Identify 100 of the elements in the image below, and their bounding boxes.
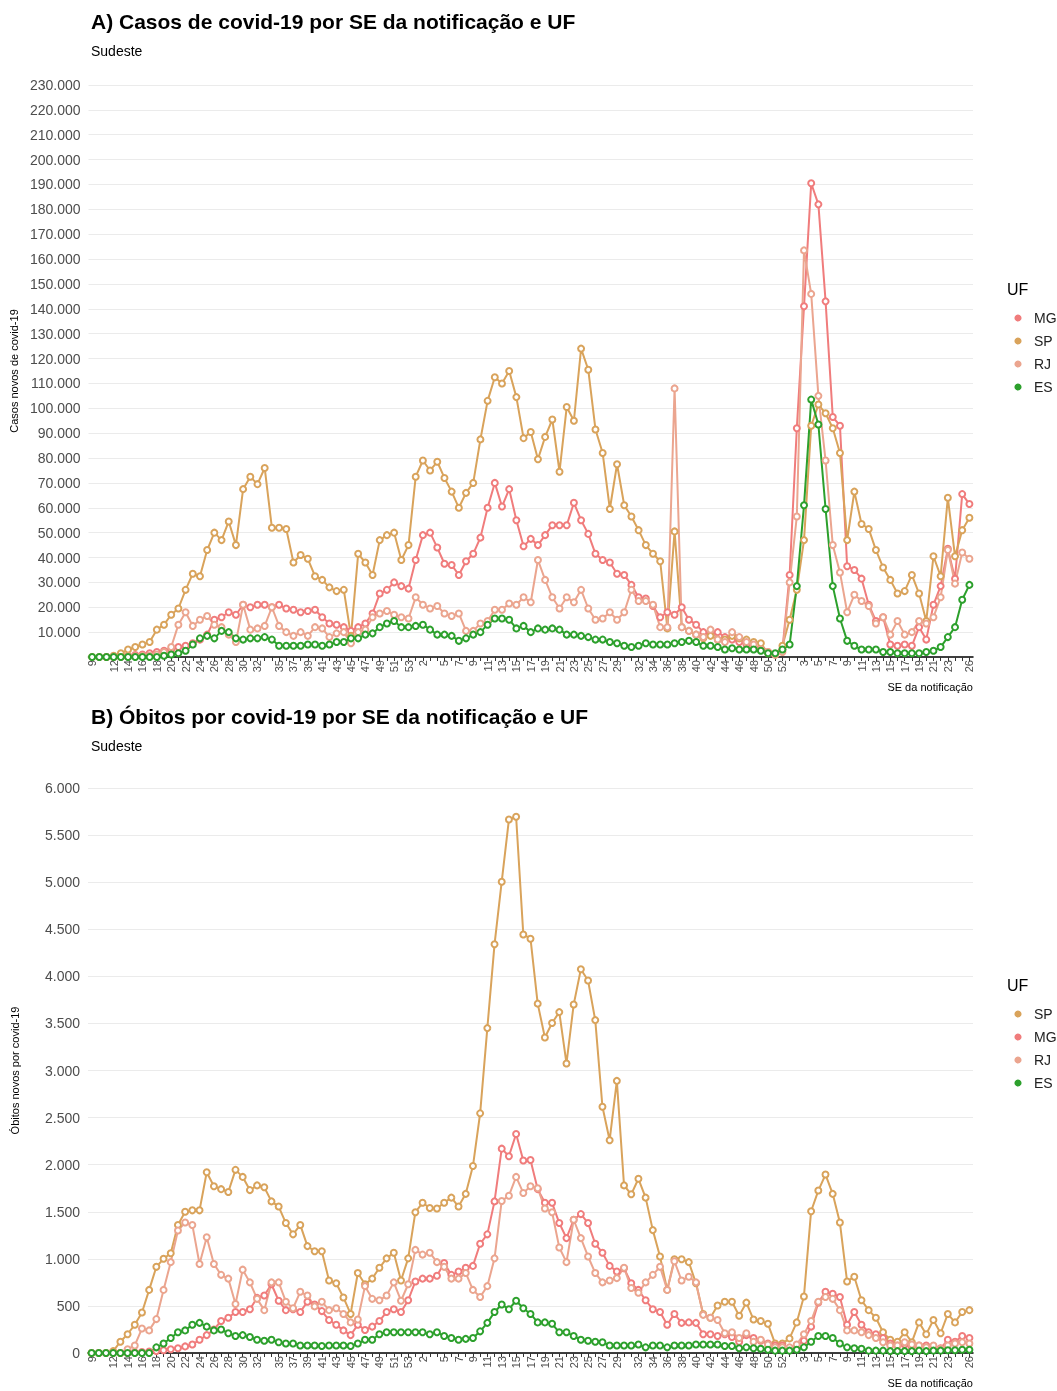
legend-title: UF [1007, 976, 1029, 994]
x-tick-label: 50 [762, 660, 775, 673]
x-tick-label: 12 [107, 1356, 120, 1369]
x-tick-label: 21 [927, 1356, 940, 1369]
x-tick-label: 51 [387, 1356, 400, 1369]
y-tick-label: 1.000 [44, 1250, 81, 1267]
x-tick-label: 18 [150, 660, 163, 673]
x-tick-label: 38 [675, 660, 688, 673]
x-tick-label: 24 [193, 660, 206, 673]
x-tick-label: 42 [704, 660, 717, 673]
x-tick-label: 9 [86, 660, 99, 667]
y-tick-label: 100.000 [29, 400, 81, 417]
x-tick-label: 19 [539, 660, 552, 673]
x-tick-label: 25 [582, 660, 595, 673]
x-tick-label: 12 [107, 660, 120, 673]
x-tick-label: 24 [193, 1356, 206, 1369]
y-tick-label: 220.000 [29, 101, 81, 118]
y-tick-label: 180.000 [29, 201, 81, 218]
x-tick-label: 28 [222, 1356, 235, 1369]
x-tick-label: 9 [841, 1356, 854, 1363]
y-tick-label: 200.000 [29, 151, 81, 168]
x-tick-label: 11 [855, 660, 868, 672]
x-tick-label: 52 [776, 660, 789, 673]
x-tick-label: 13 [495, 660, 508, 673]
x-tick-label: 39 [301, 660, 314, 673]
y-tick-label: 0 [72, 1345, 81, 1361]
y-tick-label: 110.000 [30, 375, 81, 392]
x-tick-label: 9 [466, 1356, 479, 1363]
y-tick-label: 160.000 [29, 251, 81, 268]
text: MG [1034, 1029, 1057, 1045]
x-tick-label: 13 [869, 660, 882, 673]
y-tick-label: 10.000 [37, 624, 81, 641]
y-tick-label: 70.000 [37, 474, 81, 491]
x-tick-label: 32 [632, 660, 645, 673]
chart-title: A) Casos de covid-19 por SE da notificação e UF [91, 10, 576, 33]
x-tick-label: 19 [913, 660, 926, 673]
text: ES [1034, 1075, 1053, 1091]
x-tick-label: 14 [121, 1356, 134, 1369]
y-tick-label: 1.500 [44, 1203, 81, 1220]
x-tick-label: 17 [898, 1356, 911, 1369]
x-tick-label: 23 [941, 1356, 954, 1369]
text: RJ [1034, 1052, 1052, 1068]
x-tick-label: 32 [251, 1356, 264, 1369]
x-tick-label: 26 [207, 1356, 220, 1369]
x-tick-label: 27 [596, 660, 609, 673]
text: RJ [1034, 356, 1052, 372]
y-tick-label: 50.000 [37, 524, 81, 541]
x-tick-label: 45 [344, 660, 357, 673]
x-tick-label: 47 [359, 660, 372, 673]
x-tick-label: 19 [913, 1356, 926, 1369]
x-tick-label: 7 [826, 1356, 839, 1363]
x-tick-label: 44 [718, 660, 731, 673]
x-tick-label: 40 [690, 660, 703, 673]
x-tick-label: 32 [251, 660, 264, 673]
x-tick-label: 5 [812, 660, 825, 667]
x-tick-label: 39 [301, 1356, 314, 1369]
x-tick-label: 49 [373, 1356, 386, 1369]
x-tick-label: 46 [733, 1356, 746, 1369]
x-tick-label: 16 [136, 660, 149, 673]
chart-subtitle: Sudeste [91, 738, 143, 754]
x-axis-title: SE da notificação [887, 1376, 973, 1389]
x-tick-label: 40 [689, 1356, 702, 1369]
x-tick-label: 30 [236, 1356, 249, 1369]
x-tick-label: 26 [963, 1356, 976, 1369]
x-tick-label: 29 [611, 660, 624, 673]
x-tick-label: 48 [747, 1356, 760, 1369]
x-tick-label: 7 [452, 660, 465, 667]
y-tick-label: 20.000 [37, 599, 81, 616]
x-tick-label: 26 [208, 660, 221, 673]
x-tick-label: 29 [610, 1356, 623, 1369]
x-tick-label: 43 [330, 660, 343, 673]
x-tick-label: 53 [402, 660, 415, 673]
x-tick-label: 34 [647, 660, 659, 673]
x-tick-label: 5 [812, 1356, 825, 1363]
x-tick-label: 23 [941, 660, 954, 673]
y-tick-label: 4.500 [44, 921, 81, 938]
y-tick-label: 230.000 [29, 77, 81, 93]
x-tick-label: 51 [388, 660, 401, 673]
x-tick-label: 9 [467, 660, 480, 667]
x-axis-title: SE da notificação [887, 680, 973, 693]
x-tick-label: 15 [510, 1356, 523, 1369]
y-tick-label: 5.500 [44, 827, 81, 844]
x-tick-label: 7 [452, 1356, 465, 1363]
chart-subtitle: Sudeste [91, 43, 143, 59]
x-tick-label: 13 [495, 1356, 508, 1369]
y-tick-label: 130.000 [29, 325, 81, 342]
text: SP [1034, 333, 1053, 349]
legend-title: UF [1007, 280, 1029, 298]
x-tick-label: 28 [222, 660, 235, 673]
x-tick-label: 11 [481, 1356, 494, 1368]
x-tick-label: 25 [582, 1356, 595, 1369]
x-tick-label: 36 [661, 1356, 674, 1369]
x-tick-label: 38 [675, 1356, 688, 1369]
x-tick-label: 45 [344, 1356, 357, 1369]
x-tick-label: 5 [438, 660, 451, 667]
x-tick-label: 9 [841, 660, 854, 667]
y-tick-label: 3.000 [44, 1062, 81, 1079]
text: SP [1034, 1006, 1053, 1022]
x-tick-label: 50 [761, 1356, 774, 1369]
x-tick-label: 36 [661, 660, 674, 673]
